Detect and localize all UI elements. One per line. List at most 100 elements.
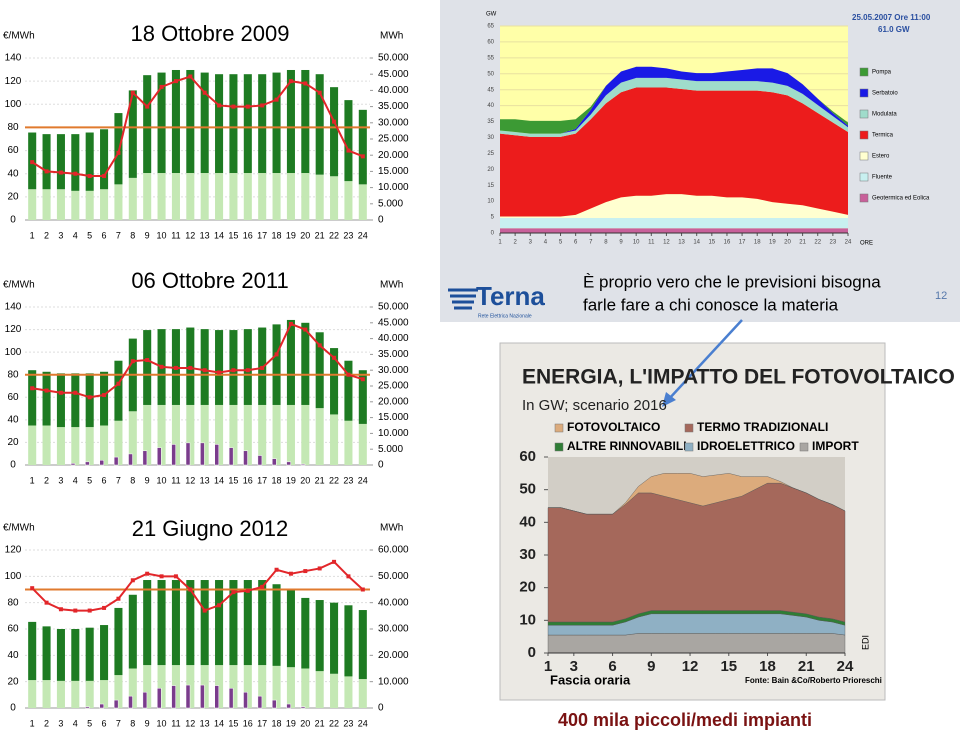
bar bbox=[200, 329, 209, 405]
x-tick-label: 1 bbox=[498, 240, 502, 246]
x-tick-label: 3 bbox=[58, 718, 63, 728]
x-axis-label: Fascia oraria bbox=[550, 672, 631, 687]
y2-tick-label: 35.000 bbox=[378, 349, 409, 360]
overlay-bar bbox=[243, 450, 248, 466]
area bbox=[500, 87, 848, 217]
price-marker bbox=[130, 578, 135, 583]
caption: 400 mila piccoli/medi impianti bbox=[558, 710, 812, 730]
x-tick-label: 15 bbox=[228, 718, 238, 728]
y2-tick-label: 40.000 bbox=[378, 85, 409, 96]
x-tick-label: 18 bbox=[754, 240, 761, 246]
y2-tick-label: 20.000 bbox=[378, 650, 409, 661]
x-tick-label: 15 bbox=[228, 230, 238, 240]
y2-tick-label: 45.000 bbox=[378, 69, 409, 80]
bar bbox=[56, 134, 65, 190]
area bbox=[500, 66, 848, 134]
x-tick-label: 14 bbox=[214, 475, 224, 485]
price-marker bbox=[87, 174, 92, 179]
x-tick-label: 8 bbox=[604, 240, 608, 246]
x-tick-label: 17 bbox=[739, 240, 746, 246]
bar bbox=[301, 322, 310, 405]
price-marker bbox=[145, 358, 150, 363]
bar bbox=[243, 580, 252, 666]
x-tick-label: 16 bbox=[243, 475, 253, 485]
legend-swatch bbox=[554, 423, 564, 433]
overlay-bar bbox=[300, 463, 306, 466]
bar bbox=[315, 408, 324, 465]
x-tick-label: 18 bbox=[272, 718, 282, 728]
y-tick-label: 40 bbox=[487, 103, 494, 109]
x-tick-label: 16 bbox=[243, 718, 253, 728]
header: 25.05.2007 Ore 11:00 bbox=[852, 13, 931, 22]
bar bbox=[186, 580, 195, 666]
bar bbox=[243, 404, 252, 465]
overlay-bar bbox=[171, 685, 176, 709]
bar bbox=[330, 176, 339, 220]
x-tick-label: 13 bbox=[200, 475, 210, 485]
overlay-bar bbox=[157, 688, 162, 709]
bar bbox=[128, 90, 137, 178]
bar bbox=[85, 190, 94, 220]
price-marker bbox=[260, 584, 265, 589]
bar bbox=[286, 667, 295, 708]
price-marker bbox=[346, 574, 351, 579]
price-marker bbox=[58, 170, 63, 175]
x-tick-label: 16 bbox=[243, 230, 253, 240]
price-marker bbox=[317, 566, 322, 571]
y-tick-label: 140 bbox=[5, 302, 22, 313]
x-tick-label: 10 bbox=[157, 230, 167, 240]
price-marker bbox=[58, 390, 63, 395]
x-tick-label: 12 bbox=[682, 658, 699, 675]
x-tick-label: 9 bbox=[647, 658, 655, 675]
bar bbox=[330, 602, 339, 674]
x-tick-label: 6 bbox=[608, 658, 616, 675]
legend-swatch bbox=[684, 442, 694, 452]
y-tick-label: 60 bbox=[519, 448, 536, 465]
x-tick-label: 11 bbox=[171, 718, 180, 728]
bar bbox=[258, 74, 267, 174]
y-tick-label: 0 bbox=[491, 231, 495, 237]
x-tick-label: 21 bbox=[315, 475, 325, 485]
y-tick-label: 100 bbox=[5, 347, 22, 358]
price-marker bbox=[159, 574, 164, 579]
bar bbox=[56, 629, 65, 681]
legend-swatch bbox=[859, 109, 869, 119]
x-tick-label: 6 bbox=[102, 718, 107, 728]
price-marker bbox=[173, 79, 178, 84]
x-tick-label: 10 bbox=[157, 718, 167, 728]
x-tick-label: 21 bbox=[315, 718, 325, 728]
overlay-bar bbox=[214, 444, 220, 466]
y2-tick-label: 10.000 bbox=[378, 676, 409, 687]
price-marker bbox=[202, 368, 207, 373]
x-tick-label: 6 bbox=[574, 240, 578, 246]
x-tick-label: 1 bbox=[30, 718, 35, 728]
overlay-bar bbox=[157, 447, 162, 466]
price-marker bbox=[303, 327, 308, 332]
y-tick-label: 80 bbox=[7, 597, 19, 608]
x-tick-label: 13 bbox=[200, 230, 210, 240]
x-tick-label: 14 bbox=[693, 240, 700, 246]
overlay-bar bbox=[214, 685, 220, 709]
y-tick-label: 45 bbox=[487, 87, 494, 93]
area bbox=[500, 194, 848, 219]
x-tick-label: 17 bbox=[257, 230, 267, 240]
bar bbox=[315, 74, 324, 175]
price-marker bbox=[44, 600, 49, 605]
x-tick-label: 21 bbox=[798, 658, 815, 675]
y2-tick-label: 15.000 bbox=[378, 166, 409, 177]
legend-label: Pompa bbox=[872, 70, 892, 76]
bar bbox=[200, 665, 209, 708]
overlay-bar bbox=[200, 684, 205, 709]
bar bbox=[358, 610, 367, 680]
bar bbox=[157, 404, 166, 465]
x-tick-label: 18 bbox=[272, 230, 282, 240]
y-tick-label: 50 bbox=[519, 481, 536, 498]
x-tick-label: 23 bbox=[343, 718, 353, 728]
overlay-bar bbox=[128, 695, 133, 709]
bar bbox=[358, 184, 367, 220]
bar bbox=[42, 425, 51, 465]
y2-tick-label: 30.000 bbox=[378, 365, 409, 376]
price-marker bbox=[231, 104, 236, 109]
price-marker bbox=[274, 97, 279, 102]
